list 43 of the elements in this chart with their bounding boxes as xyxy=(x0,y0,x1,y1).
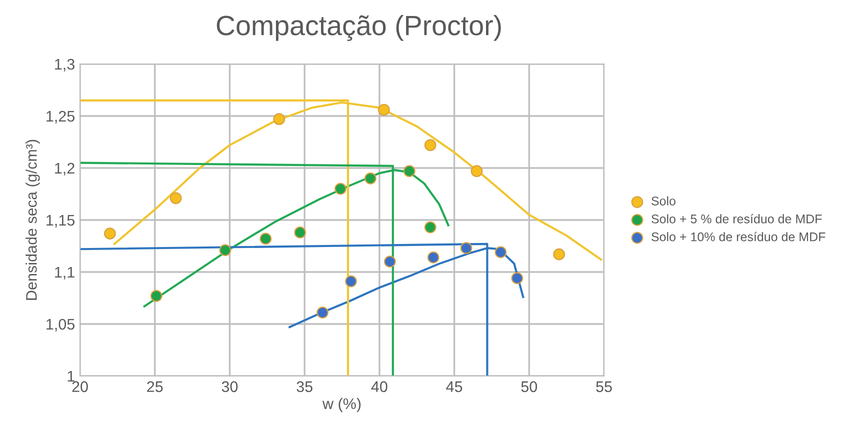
y-axis-title: Densidade seca (g/cm³) xyxy=(26,140,40,300)
x-tick-label: 20 xyxy=(72,381,88,392)
chart-title: Compactação (Proctor) xyxy=(216,14,501,42)
x-tick-label: 25 xyxy=(147,381,163,392)
x-tick-label: 55 xyxy=(596,381,612,392)
legend-label: Solo + 10% de resíduo de MDF xyxy=(652,232,826,242)
x-tick-label: 35 xyxy=(296,381,312,392)
point xyxy=(364,172,376,184)
y-tick-label: 1 xyxy=(68,371,74,382)
point xyxy=(403,165,416,178)
point xyxy=(384,256,396,268)
y-tick-label: 1,25 xyxy=(46,110,74,124)
point xyxy=(427,252,440,264)
legend-label: Solo + 5 % de resíduo de MDF xyxy=(652,214,822,224)
point xyxy=(378,104,390,116)
point xyxy=(553,248,566,260)
x-tick-label: 40 xyxy=(371,381,388,392)
point xyxy=(294,226,306,238)
point xyxy=(260,232,272,245)
x-tick-label: 45 xyxy=(446,381,462,392)
y-tick-label: 1,2 xyxy=(55,162,74,176)
legend-label: Solo xyxy=(652,196,676,206)
point xyxy=(424,139,436,152)
point xyxy=(424,221,436,234)
point xyxy=(470,165,483,178)
point xyxy=(494,246,507,258)
point xyxy=(316,306,328,318)
point xyxy=(170,192,182,204)
y-tick-label: 1,15 xyxy=(46,215,74,228)
point xyxy=(345,275,357,288)
point xyxy=(219,244,232,256)
point xyxy=(104,228,116,240)
point xyxy=(150,290,162,302)
y-tick-label: 1,1 xyxy=(55,267,74,280)
point xyxy=(273,113,286,126)
y-tick-label: 1,3 xyxy=(55,58,74,72)
x-tick-label: 50 xyxy=(521,381,538,392)
y-tick-label: 1,05 xyxy=(46,318,74,332)
point xyxy=(334,182,346,195)
point xyxy=(511,272,524,284)
x-axis-title: w (%) xyxy=(322,398,361,412)
point xyxy=(460,242,472,254)
x-tick-label: 30 xyxy=(222,381,238,392)
